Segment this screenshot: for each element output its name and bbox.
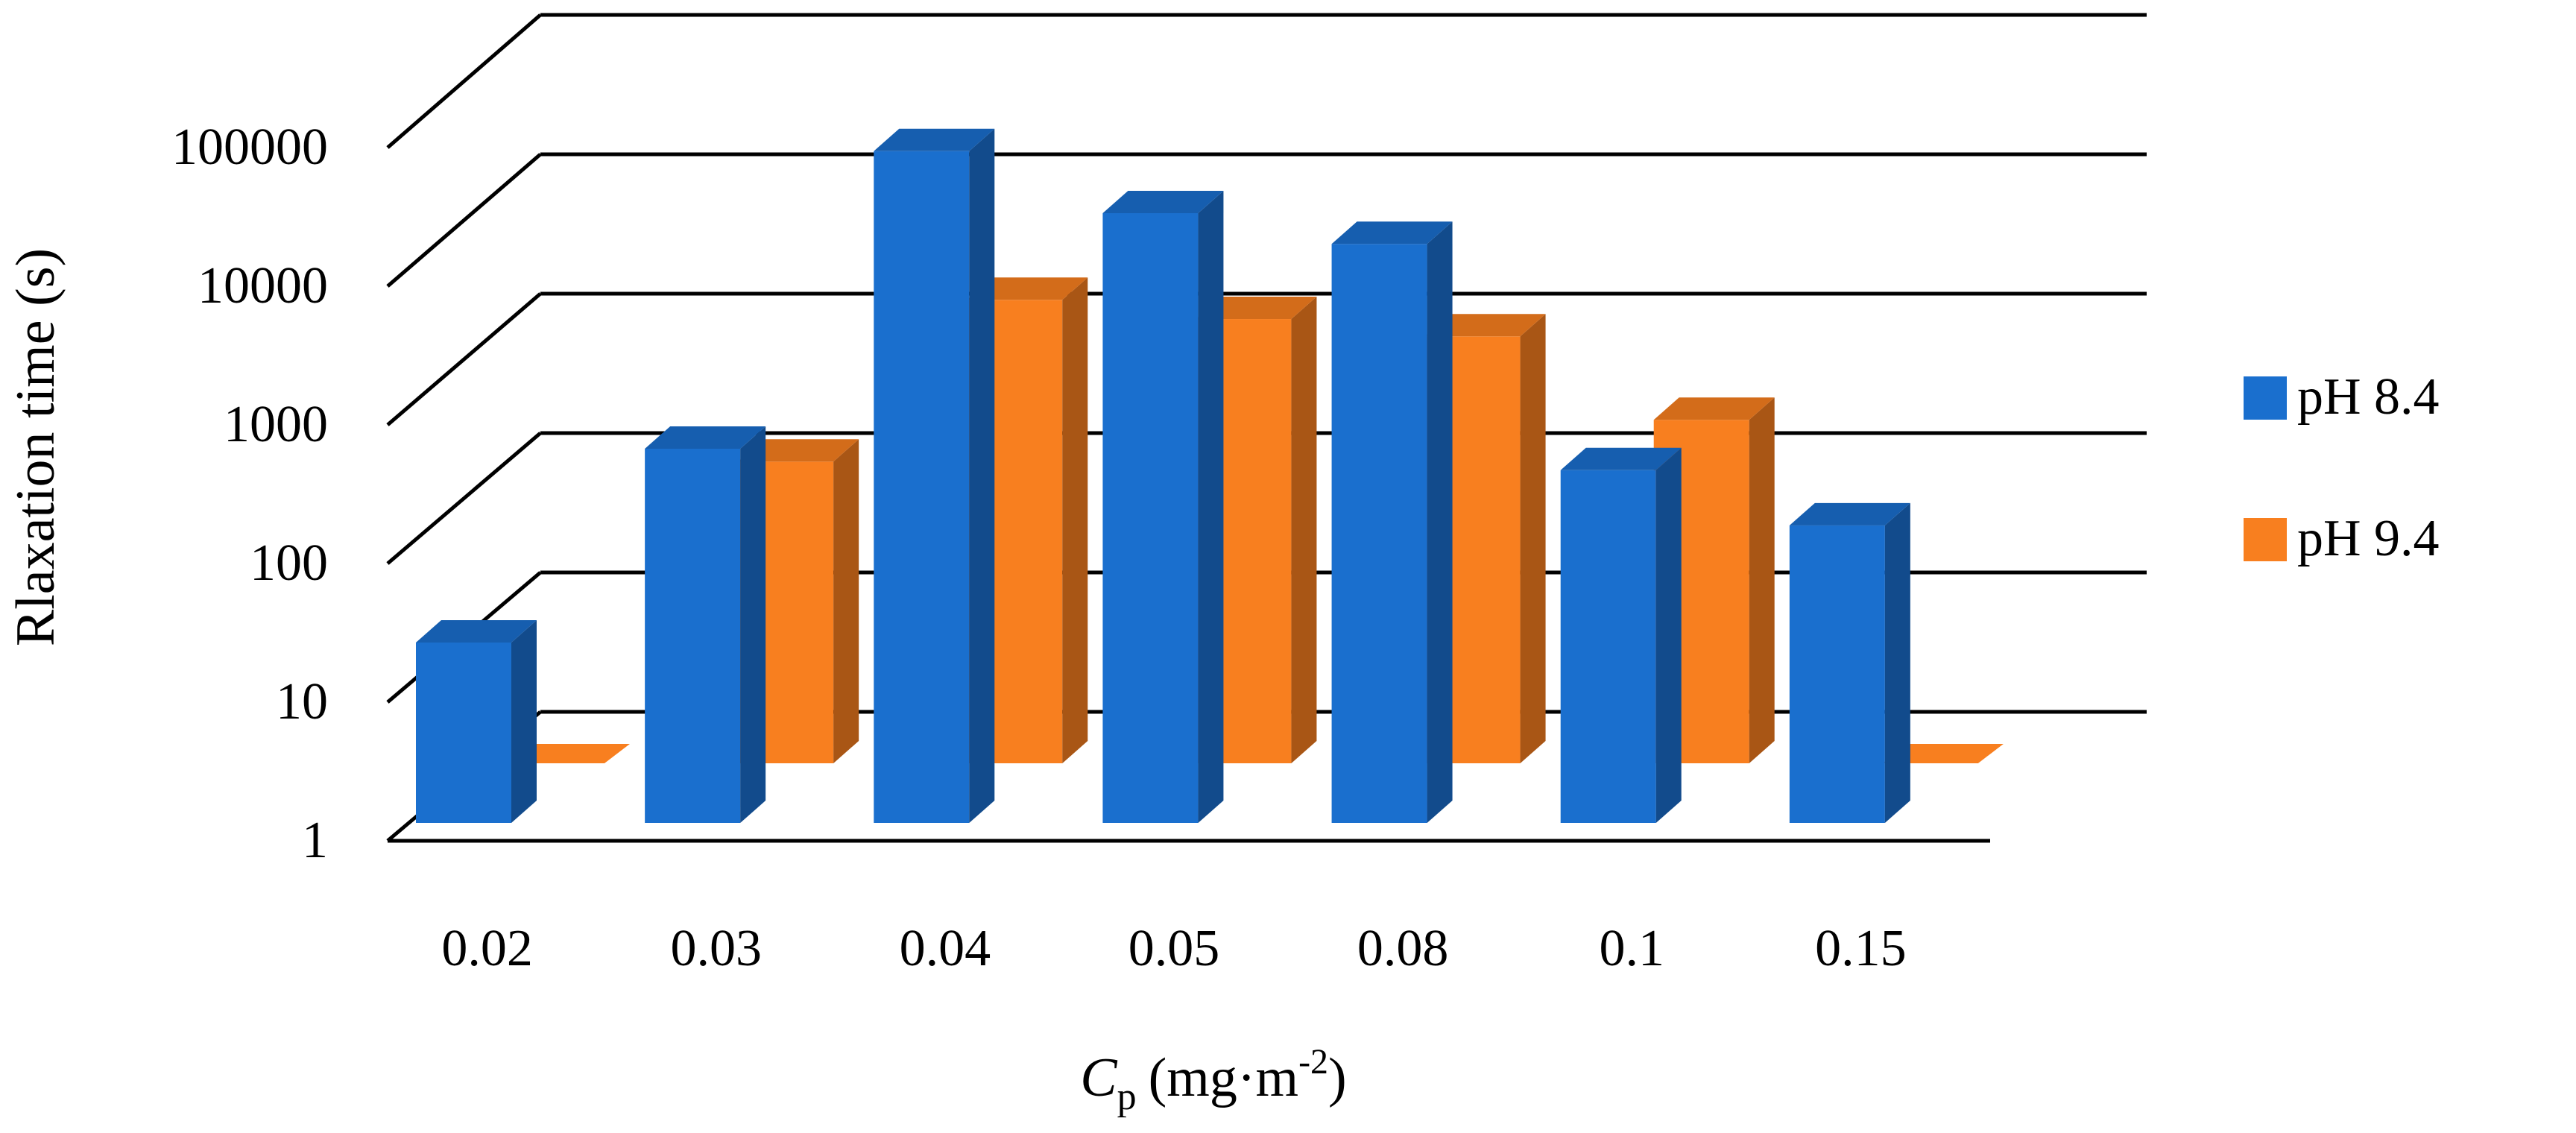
- bar-front: [1789, 525, 1885, 823]
- x-axis-title: Cp (mg·m-2): [1080, 1042, 1346, 1118]
- bar-side: [740, 426, 766, 823]
- x-axis-title-subscript: p: [1117, 1076, 1137, 1118]
- y-tick-label: 1000: [224, 396, 328, 453]
- legend-swatch: [2244, 518, 2287, 561]
- bar-top: [967, 277, 1088, 300]
- bar-side: [511, 620, 537, 823]
- legend: pH 8.4 pH 9.4: [2244, 368, 2440, 567]
- bar-top: [738, 439, 859, 462]
- y-tick-label: 10000: [198, 257, 328, 315]
- bar-side: [1749, 397, 1775, 763]
- y-tick-label: 1: [302, 812, 328, 869]
- x-tick-label: 0.03: [670, 920, 762, 977]
- bars: [416, 128, 2004, 823]
- depth-gridline: [386, 432, 542, 565]
- x-tick-label: 0.08: [1357, 920, 1449, 977]
- bar-top: [1789, 502, 1910, 526]
- depth-gridline: [386, 292, 542, 426]
- bar-flat-marker: [1882, 744, 2004, 763]
- bar-side: [1062, 277, 1088, 763]
- bar-top: [1102, 190, 1224, 213]
- bar-front: [1331, 244, 1427, 823]
- depth-gridline: [386, 153, 542, 288]
- bar-top: [874, 128, 995, 151]
- bar-side: [1520, 314, 1546, 763]
- bar-top: [645, 426, 766, 449]
- bar-pH-84-0.15: [1789, 502, 1910, 823]
- bar-pH-84-0.1: [1560, 447, 1682, 823]
- x-tick-label: 0.04: [900, 920, 991, 977]
- bar-top: [1560, 447, 1682, 470]
- x-tick-label: 0.02: [441, 920, 533, 977]
- bar-top: [416, 620, 537, 643]
- bar-side: [833, 439, 859, 763]
- bar-side: [1427, 221, 1453, 823]
- x-axis-title-symbol: C: [1080, 1047, 1118, 1108]
- legend-label: pH 9.4: [2297, 510, 2440, 567]
- x-axis-title-unit-open: (mg·m: [1149, 1047, 1298, 1108]
- y-tick-label: 100000: [171, 119, 328, 176]
- bar-side: [1198, 190, 1224, 823]
- bar-pH-84-0.02: [416, 620, 537, 823]
- x-tick-label: 0.05: [1128, 920, 1220, 977]
- bar-front: [1560, 470, 1656, 823]
- x-axis-title-unit-close: ): [1328, 1047, 1347, 1108]
- y-tick-labels: 1 10 100 1000 10000 100000: [171, 119, 328, 869]
- legend-swatch: [2244, 376, 2287, 420]
- bar-flat-marker: [509, 744, 630, 763]
- x-tick-label: 0.15: [1815, 920, 1907, 977]
- bar-side: [969, 128, 995, 823]
- depth-gridline: [386, 13, 542, 149]
- bar-top: [1424, 314, 1546, 337]
- bar-front: [645, 448, 741, 823]
- y-tick-label: 10: [276, 673, 328, 730]
- bar-pH-94-0.15: [1882, 744, 2004, 763]
- bar-top: [1653, 397, 1775, 420]
- bar-pH-84-0.03: [645, 426, 766, 823]
- bar-pH-84-0.05: [1102, 190, 1224, 823]
- bar-front: [1102, 212, 1199, 823]
- x-tick-label: 0.1: [1600, 920, 1665, 977]
- bar-front: [416, 643, 511, 823]
- bar-front: [874, 151, 970, 823]
- bar-pH-84-0.04: [874, 128, 995, 823]
- bar-side: [1291, 297, 1317, 763]
- bar-top: [1331, 221, 1453, 244]
- legend-label: pH 8.4: [2297, 368, 2440, 426]
- bar-side: [1655, 447, 1682, 823]
- bar-side: [1884, 502, 1910, 823]
- y-axis-title: Rlaxation time (s): [5, 248, 66, 646]
- bar-top: [1196, 297, 1317, 320]
- y-tick-label: 100: [250, 534, 328, 592]
- x-tick-labels: 0.02 0.03 0.04 0.05 0.08 0.1 0.15: [441, 920, 1906, 977]
- bar-pH-84-0.08: [1331, 221, 1453, 823]
- bar-pH-94-0.02: [509, 744, 630, 763]
- x-axis-title-superscript: -2: [1298, 1042, 1328, 1082]
